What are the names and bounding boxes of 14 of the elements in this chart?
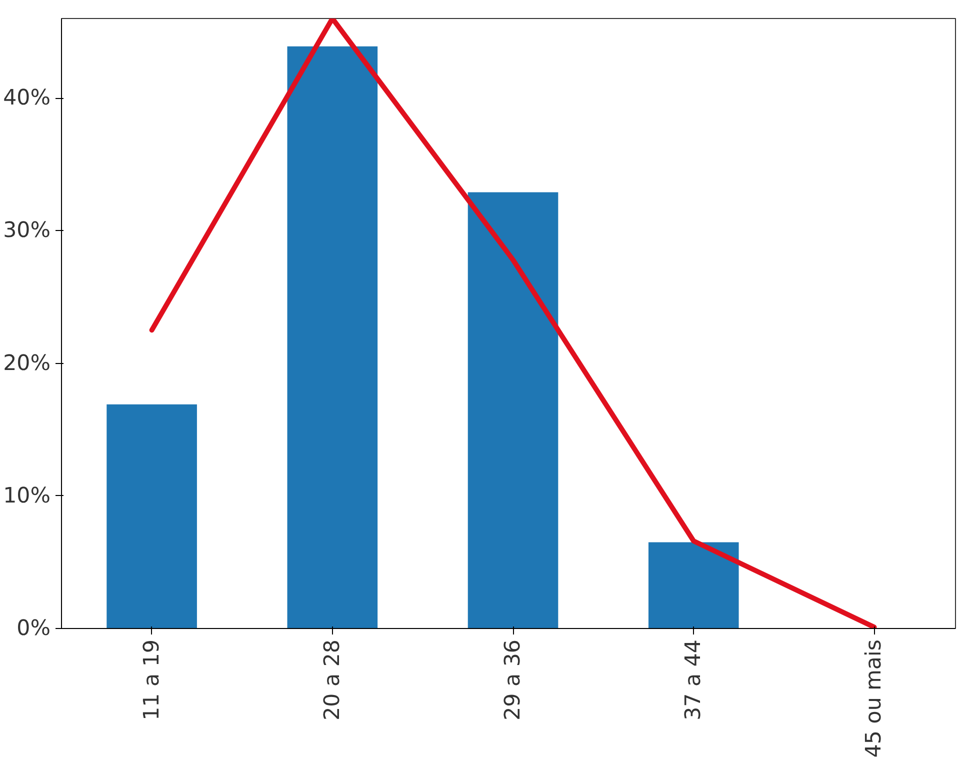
x-tick-label: 11 a 19 <box>139 639 164 720</box>
x-tick-label: 45 ou mais <box>862 639 887 758</box>
y-tick-label: 40% <box>3 86 50 111</box>
x-tick-label: 37 a 44 <box>681 639 706 720</box>
y-tick-label: 30% <box>3 218 50 244</box>
y-tick-label: 0% <box>16 616 51 641</box>
bar <box>468 192 558 628</box>
y-tick-label: 20% <box>3 350 50 376</box>
x-tick-label: 20 a 28 <box>320 639 345 720</box>
bar <box>106 404 197 628</box>
x-tick-label: 29 a 36 <box>500 639 526 720</box>
bar <box>287 46 378 628</box>
bar <box>648 542 739 628</box>
y-tick-label: 10% <box>3 483 50 508</box>
